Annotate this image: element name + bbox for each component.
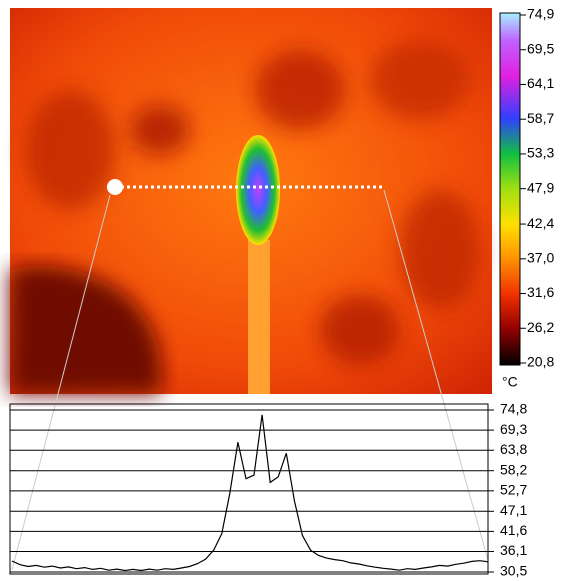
profile-frame: [9, 403, 489, 575]
colorbar-tick-label: 42,4: [527, 215, 554, 231]
colorbar-tick-label: 47,9: [527, 179, 554, 195]
profile-tick-label: 30,5: [500, 563, 527, 579]
colorbar-tick-label: 58,7: [527, 110, 554, 126]
colorbar-tick-label: 37,0: [527, 249, 554, 265]
profile-tick-label: 41,6: [500, 522, 527, 538]
colorbar-tick-label: 26,2: [527, 319, 554, 335]
profile-tick-label: 69,3: [500, 421, 527, 437]
unit-label: °C: [502, 374, 518, 390]
profile-tick-label: 74,8: [500, 401, 527, 417]
colorbar: [499, 12, 521, 366]
colorbar-tick-label: 20,8: [527, 354, 554, 370]
colorbar-tick-label: 53,3: [527, 145, 554, 161]
colorbar-tick-label: 69,5: [527, 40, 554, 56]
colorbar-tick-label: 74,9: [527, 6, 554, 22]
colorbar-tick-label: 64,1: [527, 75, 554, 91]
profile-tick-label: 63,8: [500, 441, 527, 457]
colorbar-tick-label: 31,6: [527, 284, 554, 300]
profile-tick-label: 47,1: [500, 502, 527, 518]
profile-tick-label: 36,1: [500, 542, 527, 558]
profile-tick-label: 58,2: [500, 461, 527, 477]
profile-tick-label: 52,7: [500, 482, 527, 498]
profile-line: [11, 414, 489, 572]
thermal-image: [10, 8, 492, 571]
